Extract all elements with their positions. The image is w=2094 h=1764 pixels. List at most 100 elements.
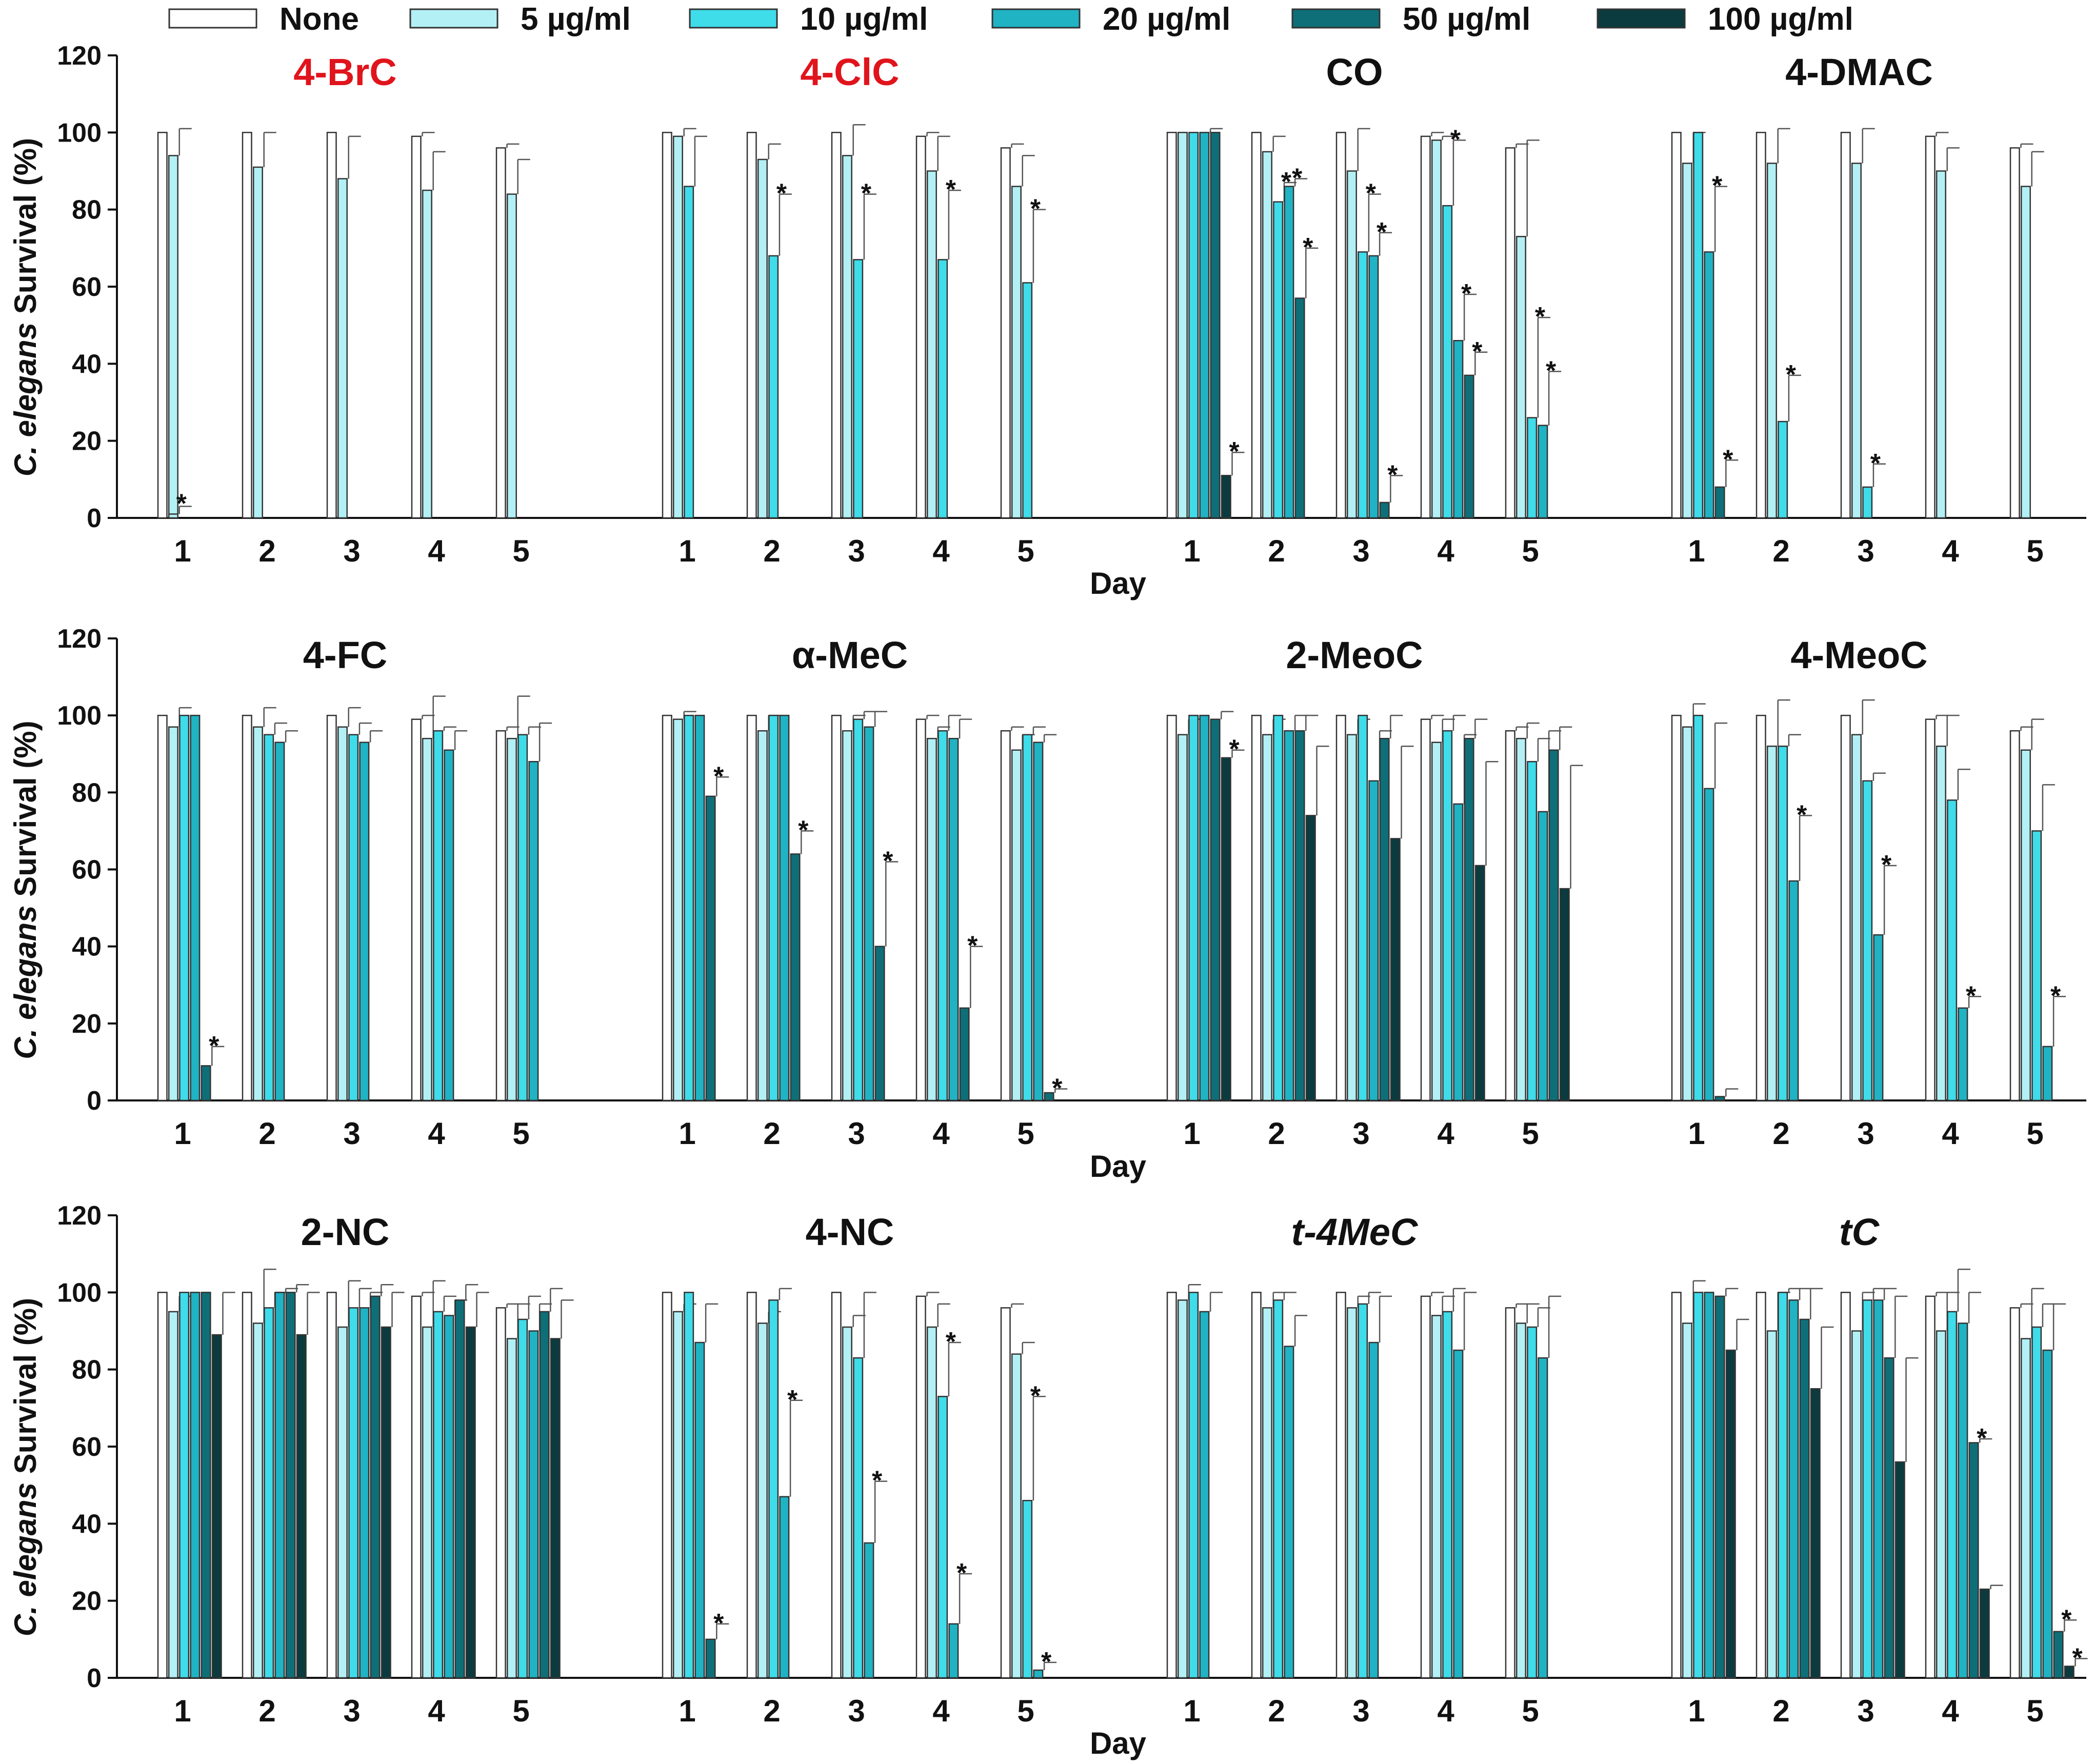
x-tick-label: 1 [1688,1694,1705,1728]
bar [1862,1299,1873,1679]
bar [1704,1292,1714,1679]
bar [662,132,672,519]
y-axis-label: C. elegans Survival (%) [8,1298,43,1636]
x-tick-label: 2 [763,1116,780,1151]
significance-marker: * [1472,337,1483,367]
bar [705,1638,716,1679]
x-tick-label: 3 [1857,534,1874,568]
bar [1221,757,1231,1101]
bar [948,1623,959,1679]
bar [1766,1330,1777,1679]
panel-MeC: α-MeC 1 * 2 * 3 * 4 * 5 * [662,634,1068,1151]
bar [757,1322,768,1679]
bar [1714,1096,1725,1101]
y-axis-label-species: C. elegans [8,314,43,476]
significance-marker: * [787,1385,798,1415]
significance-marker: * [776,179,787,209]
bar [779,1496,790,1679]
significance-marker: * [1977,1424,1987,1453]
bar [1199,132,1210,519]
x-tick-label: 1 [174,1116,191,1151]
panel-t4MeC: t-4MeC 1 2 3 4 5 [1166,1211,1562,1728]
panel-tC: tC1 2 3 4*5** [1671,1211,2088,1728]
x-tick-label: 5 [512,1694,529,1728]
bar [1693,714,1704,1101]
x-tick-label: 5 [1017,1116,1034,1151]
bar [1335,714,1346,1101]
bar [864,1542,874,1679]
significance-marker: * [2061,1605,2072,1634]
x-tick-label: 2 [1772,1116,1789,1151]
bar [1000,147,1011,519]
bar [252,1322,263,1679]
bar [422,737,432,1101]
bar [1284,186,1294,519]
bar [1756,714,1766,1101]
bar [1442,1311,1453,1679]
bar [831,714,842,1101]
bar [1862,486,1873,519]
x-tick-label: 2 [1772,1694,1789,1728]
significance-marker: * [176,489,187,518]
bar [1788,880,1799,1101]
x-tick-label: 4 [428,1694,445,1728]
bar [326,714,337,1101]
x-tick-label: 3 [1352,1116,1369,1151]
x-tick-label: 5 [1522,1116,1539,1151]
bar [842,155,852,519]
significance-marker: * [1030,1381,1041,1411]
significance-marker: * [713,1609,724,1638]
bar [694,714,705,1101]
panel-4MeoC: 4-MeoC 1 2 * 3 * 4 * 5 * [1671,634,2066,1151]
significance-marker: * [1303,233,1313,263]
bar [672,135,683,519]
bar [1420,1295,1431,1679]
x-tick-label: 4 [428,534,445,568]
x-tick-label: 1 [174,1694,191,1728]
x-tick-label: 4 [932,534,950,568]
bar [1873,934,1884,1101]
panel-title: 4-FC [303,634,387,676]
bar [1305,815,1316,1101]
significance-marker: * [1229,735,1240,765]
bar [2042,1046,2053,1101]
bar [326,132,337,519]
bar [1464,737,1474,1101]
bar [1177,132,1188,519]
bar [1033,1669,1044,1679]
x-tick-label: 4 [1942,1116,1959,1151]
x-tick-label: 4 [932,1694,950,1728]
x-tick-label: 4 [1942,534,1959,568]
bar [1559,888,1570,1101]
bar [1840,132,1851,519]
significance-marker: * [1712,171,1723,201]
bar [1442,205,1453,519]
significance-marker: * [1870,449,1881,478]
bar [1251,132,1262,519]
bar [1022,734,1033,1101]
legend-swatch [1291,8,1381,29]
x-tick-label: 4 [932,1116,950,1151]
bar [359,1307,370,1679]
y-axis-label-species: C. elegans [8,897,43,1059]
significance-marker: * [1786,360,1797,390]
bar [853,1357,864,1679]
bar [211,1334,222,1679]
bar [1033,741,1044,1101]
bar [1368,780,1379,1101]
bar [1505,1307,1515,1679]
y-tick-label: 100 [57,1278,102,1308]
significance-marker: * [1723,445,1733,474]
significance-marker: * [1535,302,1546,332]
bar [1527,417,1538,519]
x-tick-label: 2 [1268,1694,1285,1728]
bar [348,1307,359,1679]
bar [1011,749,1022,1101]
bar [684,186,694,519]
bar [938,730,948,1101]
bar [1714,486,1725,519]
bar [1346,1307,1357,1679]
bar [1022,282,1033,519]
y-tick-label: 100 [57,118,102,148]
bar [1453,803,1464,1101]
